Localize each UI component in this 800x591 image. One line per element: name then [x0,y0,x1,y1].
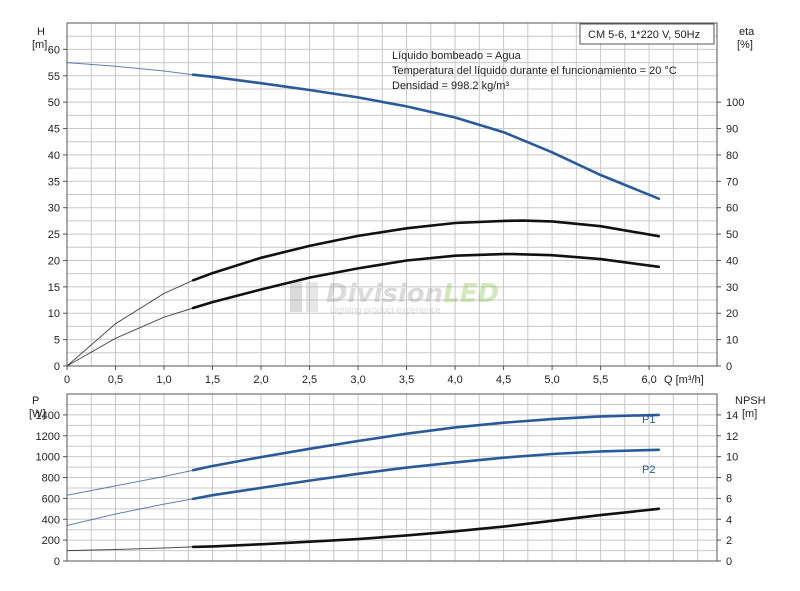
series-line-extension [66,498,194,526]
y-tick-label: 15 [48,282,60,294]
note-liquid: Líquido bombeado = Agua [392,50,522,62]
x-tick-label: 4,5 [496,374,511,386]
y2-tick-label: 80 [726,150,738,162]
y2-tick-label: 0 [726,361,732,373]
y2-tick-label: 10 [726,452,738,464]
y2-tick-label: 14 [726,410,738,422]
y-tick-label: 60 [48,44,60,56]
power-axis-title: P [W] [29,395,46,420]
y2-tick-label: 6 [726,493,732,505]
y-tick-label: 40 [48,150,60,162]
y-tick-label: 55 [48,71,60,83]
watermark-tagline: Lighting product experience [330,305,441,315]
x-tick-label: 1,5 [205,374,220,386]
npsh-axis-title: NPSH [m] [735,395,766,420]
series-line-extension [66,307,194,367]
x-tick-label: 6,0 [641,374,656,386]
y2-tick-label: 4 [726,514,732,526]
x-tick-label: 4,0 [447,374,462,386]
series-label-p2: P2 [642,464,655,476]
y-tick-label: 45 [48,124,60,136]
y-tick-label: 400 [42,514,60,526]
series-line-p2 [191,448,661,501]
top-chart-curves [66,62,661,367]
series-line-2 [191,507,661,549]
y-tick-label: 5 [54,335,60,347]
series-line-1 [191,219,661,282]
y-tick-label: 1400 [36,410,60,422]
x-tick-label: 0 [64,374,70,386]
x-tick-label: 5,0 [544,374,559,386]
y-tick-label: 0 [54,361,60,373]
bottom-chart-curves [66,413,661,552]
y-tick-label: 25 [48,229,60,241]
fluid-notes: Líquido bombeado = Agua Temperatura del … [392,50,677,92]
y2-tick-label: 30 [726,282,738,294]
pump-model-box: CM 5-6, 1*220 V, 50Hz [579,23,715,45]
y-tick-label: 50 [48,97,60,109]
y-tick-label: 1000 [36,452,60,464]
x-tick-label: 3,0 [350,374,365,386]
series-line-extension [66,546,194,552]
svg-text:DivisionLED: DivisionLED [326,279,499,309]
y2-tick-label: 12 [726,431,738,443]
y2-tick-label: 0 [726,556,732,568]
y-tick-label: 20 [48,255,60,267]
x-tick-label: 2,0 [253,374,268,386]
watermark: DivisionLED Lighting product experience [290,279,499,315]
y2-tick-label: 20 [726,308,738,320]
y2-tick-label: 50 [726,229,738,241]
y-tick-label: 200 [42,535,60,547]
y-tick-label: 0 [54,556,60,568]
watermark-brand-led: LED [443,279,499,309]
x-tick-label: 2,5 [302,374,317,386]
y-tick-label: 800 [42,473,60,485]
top-chart-frame [66,22,718,367]
bottom-chart-ticks: 0 200 400 600 800 1000 1200 1400 0 2 4 6 8 10 12 14 [36,410,739,568]
y-tick-label: 10 [48,308,60,320]
x-tick-label: 1,0 [156,374,171,386]
y-tick-label: 600 [42,493,60,505]
x-tick-label: 3,5 [399,374,414,386]
top-chart-ticks: 0 5 10 15 20 25 30 35 40 45 50 55 60 0 10 20 30 40 50 60 70 8… [48,44,745,386]
eta-axis-title: eta [%] [737,26,755,51]
series-line-0 [191,73,661,200]
head-axis-title: H [m] [32,26,47,51]
series-line-extension [66,62,194,76]
note-density: Densidad = 998.2 kg/m³ [392,80,509,92]
division-led-logo-icon [290,282,318,312]
y2-tick-label: 90 [726,124,738,136]
y2-tick-label: 70 [726,176,738,188]
series-line-extension [66,469,194,496]
y2-tick-label: 40 [726,255,738,267]
series-label-p1: P1 [642,414,655,426]
note-temperature: Temperatura del líquido durante el funci… [392,65,677,77]
watermark-brand: Division [326,279,443,309]
y-tick-label: 35 [48,176,60,188]
flow-axis-title: Q [m³/h] [664,374,704,386]
y-tick-label: 30 [48,203,60,215]
y2-tick-label: 100 [726,97,744,109]
y2-tick-label: 60 [726,203,738,215]
series-line-p1 [191,413,661,472]
x-tick-label: 0,5 [108,374,123,386]
y2-tick-label: 10 [726,335,738,347]
chart-title: CM 5-6, 1*220 V, 50Hz [588,29,700,41]
top-chart-grid [66,23,717,366]
series-line-extension [66,279,194,367]
y2-tick-label: 2 [726,535,732,547]
y2-tick-label: 8 [726,473,732,485]
x-tick-label: 5,5 [593,374,608,386]
y-tick-label: 1200 [36,431,60,443]
series-line-2 [191,252,661,310]
